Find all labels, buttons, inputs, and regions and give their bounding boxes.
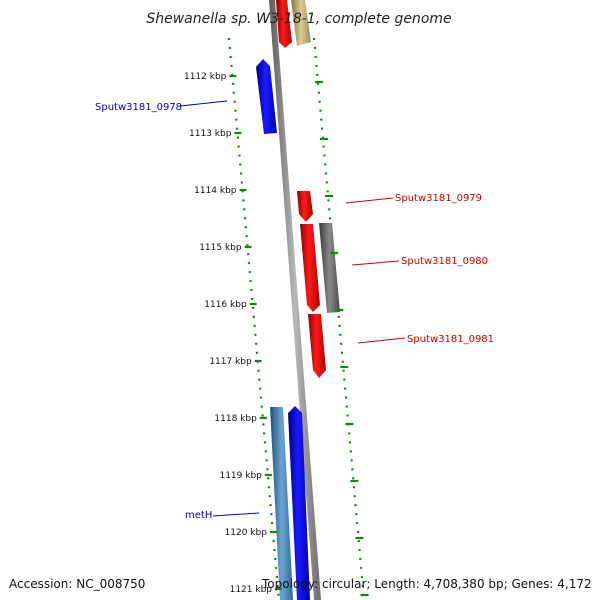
topology-text: Topology: circular; Length: 4,708,380 bp… [262,577,592,591]
ruler-tick-label: 1118 kbp [214,414,257,424]
ruler-tick-label: 1112 kbp [184,72,227,82]
leader-line-sputw3181-0979 [345,197,394,204]
gene-tan-top[interactable] [291,0,311,46]
ruler-tick-label: 1119 kbp [219,471,262,481]
ruler-tick-label: 1114 kbp [194,186,237,196]
leader-line-sputw3181-0981 [357,337,406,344]
gene-label-sputw3181-0981[interactable]: Sputw3181_0981 [407,334,494,345]
accession-text: Accession: NC_008750 [9,577,146,591]
leader-line-meth [212,512,260,517]
leader-line-sputw3181-0980 [351,260,400,266]
gene-label-meth[interactable]: metH [185,510,212,521]
gene-red-middle[interactable] [300,224,320,312]
gene-sputw3181-0979[interactable] [297,191,313,222]
ruler-tick-label: 1121 kbp [230,585,273,595]
map-title: Shewanella sp. W3-18-1, complete genome [146,11,451,27]
gene-label-sputw3181-0978[interactable]: Sputw3181_0978 [95,102,182,113]
ruler-tick-label: 1113 kbp [189,129,232,139]
gene-blue-bottom[interactable] [288,406,310,600]
ruler-tick-label: 1116 kbp [204,300,247,310]
gene-label-sputw3181-0980[interactable]: Sputw3181_0980 [401,256,488,267]
leader-line-sputw3181-0978 [179,100,228,107]
gene-label-sputw3181-0979[interactable]: Sputw3181_0979 [395,193,482,204]
ruler-tick-label: 1117 kbp [209,357,252,367]
gene-sputw3181-0981[interactable] [308,314,326,378]
ruler-dotted-line-right [312,37,366,600]
ruler-ticks: 1112 kbp 1113 kbp 1114 kbp 1115 kbp 1116 kbp… [184,72,369,597]
ruler-tick-label: 1115 kbp [199,243,242,253]
gene-red-top[interactable] [276,0,292,48]
genome-backbone [269,0,321,600]
gene-sputw3181-0978[interactable] [256,59,277,134]
ruler-tick-label: 1120 kbp [225,528,268,538]
gene-sputw3181-0980[interactable] [319,223,340,313]
gene-meth[interactable] [270,407,293,600]
